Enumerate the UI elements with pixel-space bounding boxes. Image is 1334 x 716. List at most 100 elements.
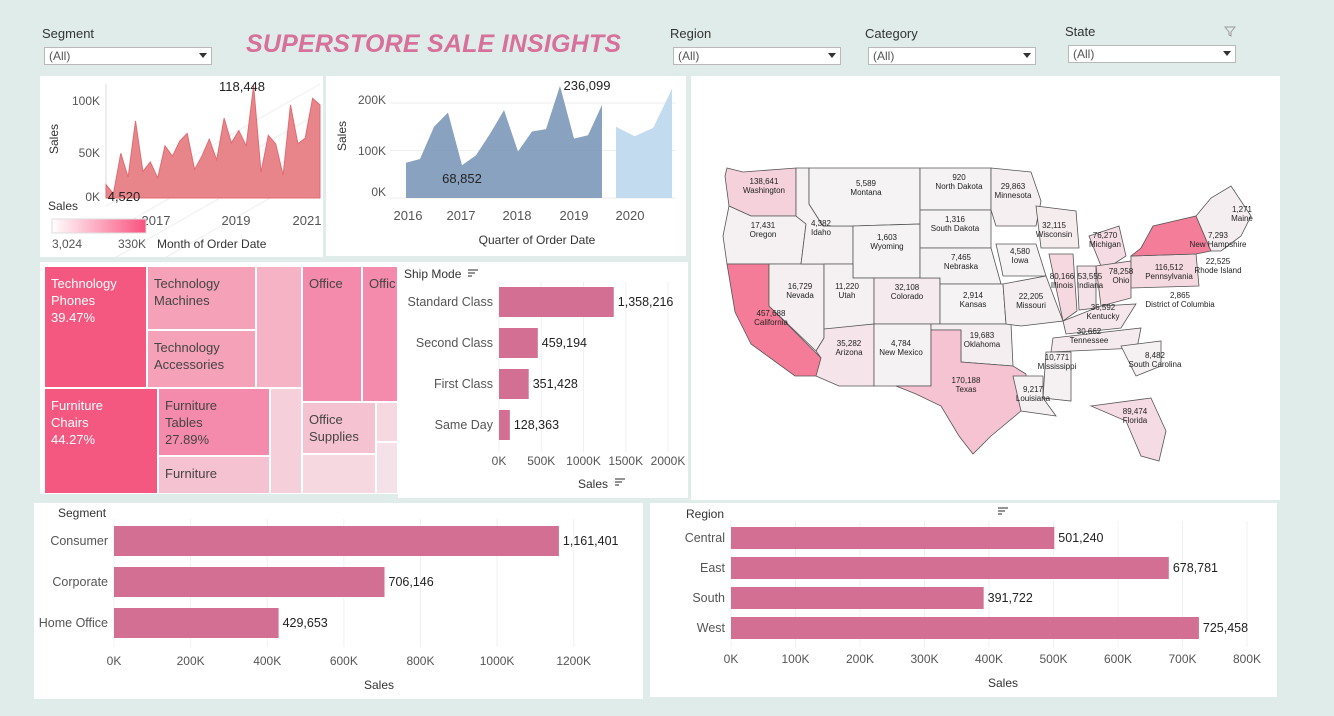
filter-funnel-icon[interactable] xyxy=(1224,25,1236,37)
region-filter-label: Region xyxy=(670,26,712,41)
value-label: 429,653 xyxy=(283,616,328,630)
quarterly-x-tick: 2018 xyxy=(503,208,532,223)
state-value-label: 30,662 xyxy=(1077,327,1102,336)
segment-filter-dropdown[interactable]: (All) xyxy=(44,47,212,65)
quarterly-y-axis-title: Sales xyxy=(335,121,349,151)
state-name-label: Nebraska xyxy=(944,262,979,271)
treemap-cell-category: Furniture xyxy=(51,398,104,413)
state-value-label: 76,270 xyxy=(1093,231,1118,240)
segment-sales-chart: Segment 0K 200K 400K 600K 800K 1000K 1200K Con… xyxy=(39,506,619,692)
quarterly-x-tick: 2017 xyxy=(447,208,476,223)
state-name-label: Colorado xyxy=(891,292,924,301)
map-state-south-carolina[interactable] xyxy=(1120,340,1162,377)
quarterly-min-label: 68,852 xyxy=(442,171,482,186)
treemap-cell-office-small[interactable] xyxy=(302,454,376,494)
map-state-texas[interactable] xyxy=(895,329,1028,455)
monthly-sales-area[interactable] xyxy=(105,85,321,199)
treemap-cell-office-storage[interactable]: Offic xyxy=(362,266,398,402)
x-tick-label: 200K xyxy=(846,652,874,666)
bar[interactable] xyxy=(731,527,1055,549)
bar[interactable] xyxy=(499,369,529,399)
value-label: 391,722 xyxy=(988,591,1033,605)
map-state-kentucky[interactable] xyxy=(1062,303,1137,335)
sort-icon[interactable] xyxy=(468,269,478,277)
map-state-wisconsin[interactable] xyxy=(1035,205,1080,249)
ship-mode-axis-title: Sales xyxy=(578,477,608,491)
treemap-cell-office-small[interactable] xyxy=(376,442,398,494)
map-state-michigan[interactable] xyxy=(1088,225,1127,272)
value-label: 128,363 xyxy=(514,418,559,432)
quarterly-forecast-area[interactable] xyxy=(616,88,672,198)
state-filter-dropdown[interactable]: (All) xyxy=(1068,45,1236,63)
chevron-down-icon xyxy=(828,53,836,58)
treemap-cell-category: Technology xyxy=(154,340,220,355)
monthly-y-tick: 100K xyxy=(72,94,100,108)
treemap-cell-furniture-other[interactable]: Furniture xyxy=(158,456,270,494)
map-state-minnesota[interactable] xyxy=(990,167,1042,227)
bar[interactable] xyxy=(114,567,385,597)
map-state-montana[interactable] xyxy=(808,167,921,227)
map-state-missouri[interactable] xyxy=(1002,275,1064,327)
treemap-cell-office-supplies[interactable]: Office Supplies xyxy=(302,402,376,454)
bar[interactable] xyxy=(499,287,614,317)
bar[interactable] xyxy=(499,328,538,358)
state-value-label: 36,592 xyxy=(1091,303,1116,312)
sort-icon[interactable] xyxy=(615,478,625,486)
treemap-cell-technology-copiers[interactable] xyxy=(256,266,302,388)
monthly-y-tick: 0K xyxy=(85,190,100,204)
map-state-ohio[interactable] xyxy=(1095,260,1132,307)
bar[interactable] xyxy=(114,608,279,638)
treemap-cell-technology-machines[interactable]: Technology Machines xyxy=(147,266,256,330)
bar[interactable] xyxy=(114,526,559,556)
monthly-x-tick: 2017 xyxy=(142,213,171,228)
region-filter-dropdown[interactable]: (All) xyxy=(673,47,841,65)
map-state-illinois[interactable] xyxy=(1048,253,1078,322)
state-name-label: Texas xyxy=(956,385,977,394)
map-state-mississippi[interactable] xyxy=(1042,351,1072,402)
state-name-label: Kansas xyxy=(960,300,987,309)
treemap-cell-category: Offic xyxy=(369,276,396,291)
region-axis-title: Sales xyxy=(988,676,1018,690)
treemap-cell-furniture-chairs[interactable]: Furniture Chairs 44.27% xyxy=(44,388,158,494)
bar[interactable] xyxy=(731,617,1199,639)
state-name-label: Tennessee xyxy=(1070,336,1109,345)
state-name-label: Wyoming xyxy=(870,242,903,251)
state-name-label: Washington xyxy=(743,186,785,195)
treemap-cell-technology-accessories[interactable]: Technology Accessories xyxy=(147,330,256,388)
x-tick-label: 500K xyxy=(527,454,555,468)
treemap-cell-subcategory: Accessories xyxy=(154,357,225,372)
treemap-cell-technology-phones[interactable]: Technology Phones 39.47% xyxy=(44,266,147,388)
treemap-cell-office-binders[interactable]: Office xyxy=(302,266,362,402)
bar[interactable] xyxy=(731,587,984,609)
segment-sales-panel: Segment 0K 200K 400K 600K 800K 1000K 1200K Con… xyxy=(34,503,643,699)
value-label: 501,240 xyxy=(1058,531,1103,545)
category-filter-value: (All) xyxy=(873,49,895,63)
bar[interactable] xyxy=(731,557,1169,579)
treemap-cell-furniture-tables[interactable]: Furniture Tables 27.89% xyxy=(158,388,270,456)
map-state-florida[interactable] xyxy=(1089,397,1167,462)
state-value-label: 4,784 xyxy=(891,339,912,348)
treemap-cell-furniture-furnishings[interactable] xyxy=(270,388,302,494)
x-tick-label: 1000K xyxy=(480,654,515,668)
state-name-label: Indiana xyxy=(1077,281,1104,290)
state-name-label: Louisiana xyxy=(1016,394,1051,403)
map-state-louisiana[interactable] xyxy=(1012,375,1057,417)
state-name-label: Oklahoma xyxy=(964,340,1001,349)
map-state-new-england[interactable] xyxy=(1195,185,1252,252)
x-tick-label: 0K xyxy=(492,454,507,468)
category-label: South xyxy=(692,591,725,605)
state-value-label: 32,108 xyxy=(895,283,920,292)
quarterly-sales-area[interactable] xyxy=(406,85,602,198)
state-value-label: 53,555 xyxy=(1078,272,1103,281)
segment-filter-value: (All) xyxy=(49,49,71,63)
category-filter-dropdown[interactable]: (All) xyxy=(868,47,1036,65)
sort-icon[interactable] xyxy=(998,507,1008,515)
segment-filter-label: Segment xyxy=(42,26,95,41)
quarterly-y-tick: 100K xyxy=(358,144,386,158)
bar[interactable] xyxy=(499,410,510,440)
state-filter-value: (All) xyxy=(1073,47,1095,61)
treemap-cell-category: Technology xyxy=(51,276,117,291)
treemap-cell-office-small[interactable] xyxy=(376,402,398,442)
map-state-iowa[interactable] xyxy=(995,243,1047,277)
